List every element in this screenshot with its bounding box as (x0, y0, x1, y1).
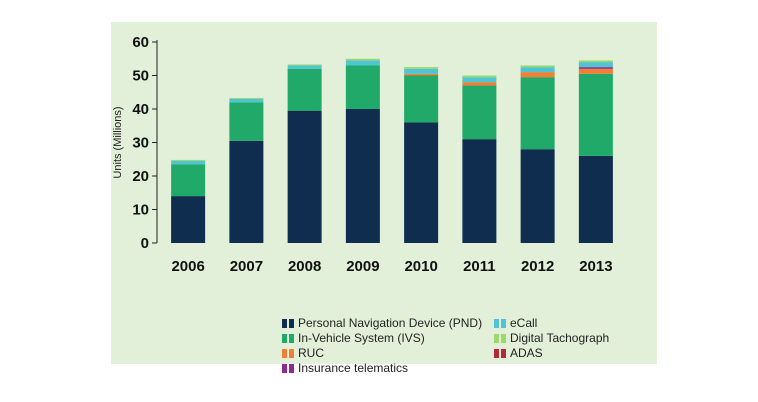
legend-swatch (282, 333, 294, 343)
bar-segment (520, 77, 555, 150)
legend-label: In-Vehicle System (IVS) (298, 331, 425, 345)
y-tick-label: 0 (141, 235, 149, 252)
legend-label: RUC (298, 346, 324, 360)
bar-segment (171, 159, 206, 161)
bar-segment (404, 68, 439, 74)
legend: Personal Navigation Device (PND) eCall In-… (282, 316, 642, 386)
bar-segment (578, 73, 613, 156)
bar-segment (578, 68, 613, 74)
y-tick-label: 20 (132, 168, 149, 185)
x-tick-label: 2012 (521, 258, 554, 275)
bar-segment (171, 196, 206, 243)
legend-swatch (494, 318, 506, 328)
bar-segment (462, 85, 497, 140)
bar-segment (287, 65, 322, 69)
y-tick-label: 10 (132, 202, 149, 219)
bar-segment (229, 97, 264, 99)
bar-segment (578, 67, 613, 69)
bar-segment (404, 67, 439, 69)
legend-item: In-Vehicle System (IVS) (282, 331, 425, 345)
bar-segment (520, 149, 555, 243)
bar-segment (462, 77, 497, 83)
bar-segment (345, 65, 380, 109)
bar-segment (287, 64, 322, 66)
legend-label: Personal Navigation Device (PND) (298, 316, 483, 330)
bar-segment (404, 73, 439, 76)
y-tick-label: 60 (132, 34, 149, 51)
x-tick-label: 2008 (288, 258, 321, 275)
y-tick-label: 50 (132, 68, 149, 85)
legend-label: Digital Tachograph (510, 331, 610, 345)
bar-segment (462, 82, 497, 86)
legend-swatch (494, 348, 506, 358)
chart-panel: 0 10 20 30 40 50 60 Units (Millions) 2006 2007 200… (111, 22, 657, 375)
stacked-bar-chart: 0 10 20 30 40 50 60 Units (Millions) 2006 2007 200… (112, 34, 613, 275)
x-tick-label: 2007 (230, 258, 263, 275)
legend-item: Insurance telematics (282, 361, 408, 375)
legend-swatch (494, 333, 506, 343)
bar-segment (171, 160, 206, 165)
y-tick-label: 40 (132, 101, 149, 118)
x-tick-label: 2010 (404, 258, 437, 275)
bar-segment (520, 67, 555, 73)
legend-item: Personal Navigation Device (PND) (282, 316, 482, 330)
bar-segment (345, 109, 380, 243)
bar-segment (462, 139, 497, 243)
legend-item: ADAS (494, 346, 543, 360)
bar-segment (578, 62, 613, 68)
legend-item: eCall (494, 316, 537, 330)
bar-segment (287, 110, 322, 243)
bar-segment (404, 122, 439, 243)
legend-swatch (282, 363, 294, 373)
bar-segment (345, 60, 380, 66)
bar-segment (229, 140, 264, 243)
legend-swatch (282, 348, 294, 358)
bar-segment (229, 98, 264, 103)
bar-segment (520, 65, 555, 68)
y-axis-label: Units (Millions) (112, 106, 124, 178)
x-tick-label: 2006 (171, 258, 204, 275)
x-tick-label: 2013 (579, 258, 612, 275)
bar-segment (229, 102, 264, 141)
x-tick-label: 2011 (463, 258, 496, 275)
bar-segment (171, 164, 206, 197)
y-tick-label: 30 (132, 135, 149, 152)
legend-label: ADAS (510, 346, 543, 360)
x-tick-label: 2009 (346, 258, 379, 275)
legend-item: Digital Tachograph (494, 331, 609, 345)
bar-segment (578, 155, 613, 243)
bar-segment (520, 72, 555, 78)
legend-swatch (282, 318, 294, 328)
legend-item: RUC (282, 346, 324, 360)
bar-segment (287, 68, 322, 111)
bar-segment (345, 58, 380, 61)
bar-segment (462, 75, 497, 78)
legend-label: eCall (510, 316, 538, 330)
legend-label: Insurance telematics (298, 361, 409, 375)
bar-segment (578, 60, 613, 63)
bar-segment (404, 75, 439, 123)
